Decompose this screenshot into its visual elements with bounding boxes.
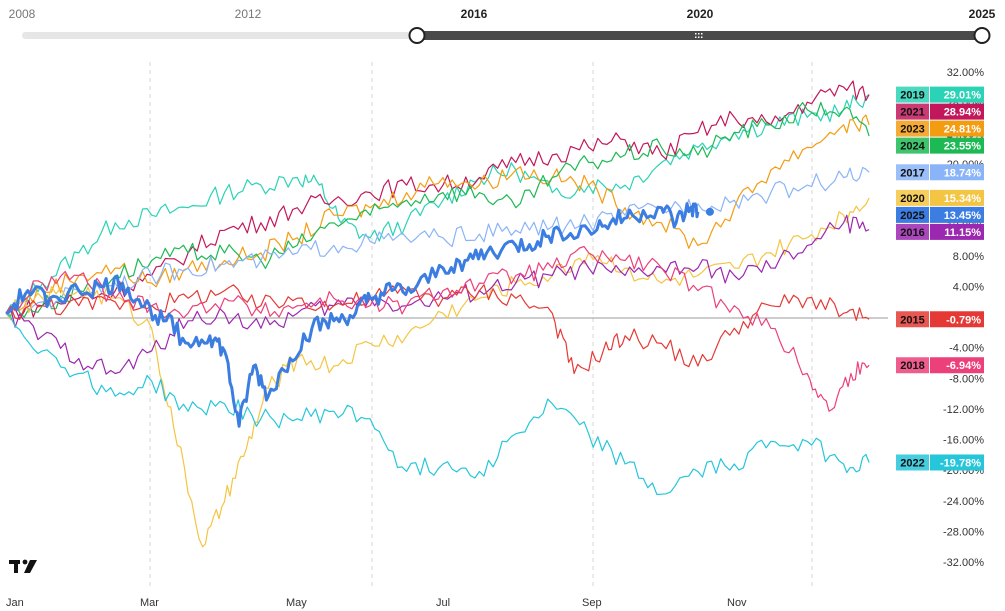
vertical-gridlines [149, 62, 813, 588]
y-tick-label: 4.00% [953, 281, 984, 293]
y-tick-label: 8.00% [953, 251, 984, 263]
legend-value: 13.45% [944, 210, 982, 222]
tradingview-logo-icon [9, 559, 37, 573]
legend-year: 2020 [900, 193, 924, 205]
legend-value: 11.15% [944, 227, 981, 239]
series-line-2017[interactable] [5, 166, 870, 319]
legend-value: 28.94% [944, 107, 982, 119]
y-tick-label: -28.00% [943, 526, 984, 538]
series-line-2016[interactable] [5, 214, 870, 375]
legend-badge-2015: 2015 -0.79% [896, 311, 984, 328]
series-line-2025[interactable] [5, 202, 700, 428]
legend-value: 23.55% [944, 141, 982, 153]
legend-badge-2018: 2018 -6.94% [896, 357, 984, 374]
x-tick-label: Mar [140, 597, 159, 609]
series-endpoint-2025 [705, 207, 714, 216]
series-line-2015[interactable] [5, 284, 870, 375]
series-line-2018[interactable] [5, 245, 870, 412]
legend-year: 2017 [900, 167, 924, 179]
legend-value: -19.78% [940, 457, 981, 469]
range-year-label: 2025 [969, 7, 996, 21]
legend-year: 2022 [900, 457, 924, 469]
y-tick-label: -16.00% [943, 435, 984, 447]
legend-value: 18.74% [944, 167, 982, 179]
legend-year: 2025 [900, 210, 924, 222]
y-tick-label: -4.00% [949, 343, 984, 355]
x-tick-label: Jan [6, 597, 24, 609]
legend-value: -0.79% [946, 314, 981, 326]
range-handle-end[interactable] [973, 27, 991, 44]
y-tick-label: -32.00% [943, 557, 984, 569]
range-selected-band[interactable] [417, 31, 982, 40]
legend-badge-2016: 2016 11.15% [896, 223, 984, 240]
series-lines [5, 80, 870, 548]
x-tick-label: Jul [436, 597, 450, 609]
range-year-label: 2012 [235, 7, 262, 21]
series-line-2020[interactable] [5, 197, 870, 548]
legend-badge-2017: 2017 18.74% [896, 164, 984, 181]
range-drag-grip-icon[interactable] [695, 33, 703, 38]
legend-badge-2020: 2020 15.34% [896, 189, 984, 206]
series-legend: 2019 29.01% 2021 28.94% 2023 24.81% 2024 23.55%… [896, 86, 984, 471]
legend-year: 2018 [900, 360, 924, 372]
legend-value: -6.94% [946, 360, 981, 372]
legend-value: 29.01% [944, 90, 982, 102]
legend-badge-2021: 2021 28.94% [896, 103, 984, 120]
legend-badge-2024: 2024 23.55% [896, 137, 984, 154]
legend-year: 2019 [900, 90, 924, 102]
legend-value: 24.81% [944, 124, 982, 136]
x-axis: Jan Mar May Jul Sep Nov [6, 597, 747, 609]
y-tick-label: -12.00% [943, 404, 984, 416]
legend-year: 2016 [900, 227, 924, 239]
legend-value: 15.34% [944, 193, 982, 205]
x-tick-label: May [286, 597, 307, 609]
series-line-2024[interactable] [5, 101, 870, 318]
y-tick-label: 32.00% [947, 67, 985, 79]
range-handle-start[interactable] [408, 27, 426, 44]
y-tick-label: -24.00% [943, 496, 984, 508]
legend-year: 2024 [900, 141, 925, 153]
series-line-2019[interactable] [5, 94, 870, 314]
legend-badge-2025: 2025 13.45% [896, 206, 984, 223]
range-selector[interactable]: 2008 2012 2016 2020 2025 [9, 7, 996, 44]
legend-badge-2023: 2023 24.81% [896, 120, 984, 137]
range-year-label: 2016 [461, 7, 488, 21]
legend-badge-2022: 2022 -19.78% [896, 454, 984, 471]
x-tick-label: Sep [582, 597, 602, 609]
series-line-2022[interactable] [5, 312, 870, 496]
legend-badge-2019: 2019 29.01% [896, 86, 984, 103]
range-year-label: 2020 [687, 7, 714, 21]
legend-year: 2015 [900, 314, 924, 326]
legend-year: 2021 [900, 107, 924, 119]
x-tick-label: Nov [727, 597, 747, 609]
legend-year: 2023 [900, 124, 924, 136]
range-year-label: 2008 [9, 7, 36, 21]
series-line-2023[interactable] [5, 114, 870, 314]
y-tick-label: -8.00% [949, 373, 984, 385]
